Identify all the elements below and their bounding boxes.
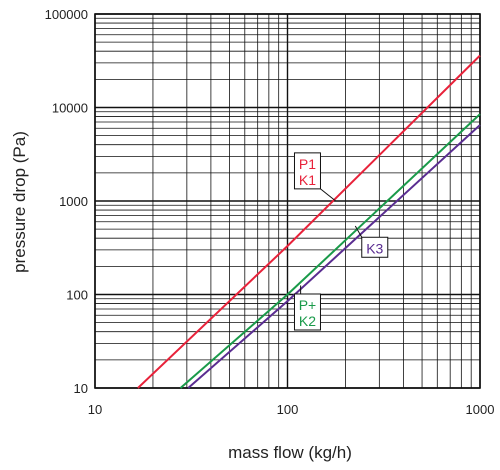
tick-labels: 10 100 1000 10 100 1000 10000 100000: [45, 7, 495, 417]
x-tick-label: 10: [88, 402, 102, 417]
series-line-1: [137, 54, 481, 389]
label-box: [293, 152, 321, 190]
series-line-3: [187, 124, 481, 389]
series-layer: [137, 54, 481, 389]
label-pointer: [354, 225, 363, 238]
y-axis-label: pressure drop (Pa): [10, 131, 29, 273]
x-axis-label: mass flow (kg/h): [228, 443, 352, 462]
y-tick-label: 10000: [52, 101, 88, 116]
series-label-3: K3: [354, 225, 389, 258]
label-box: [293, 293, 321, 331]
y-tick-label: 100: [66, 288, 88, 303]
series-label-text: P1: [299, 156, 316, 172]
series-label-text: K3: [366, 240, 383, 256]
plot-frame: [94, 13, 481, 389]
series-line-2: [179, 113, 481, 389]
x-tick-label: 1000: [466, 402, 495, 417]
plot-border: [94, 13, 481, 389]
series-label-text: K2: [299, 313, 316, 329]
y-tick-label: 100000: [45, 7, 88, 22]
label-pointer: [320, 188, 337, 202]
series-label-text: K1: [299, 172, 316, 188]
x-tick-label: 100: [277, 402, 299, 417]
y-tick-label: 10: [74, 381, 88, 396]
series-label-text: P+: [299, 297, 317, 313]
series-label-2: P+K2: [293, 285, 321, 331]
y-tick-label: 1000: [59, 194, 88, 209]
label-box: [361, 236, 389, 258]
grid: [94, 13, 481, 389]
